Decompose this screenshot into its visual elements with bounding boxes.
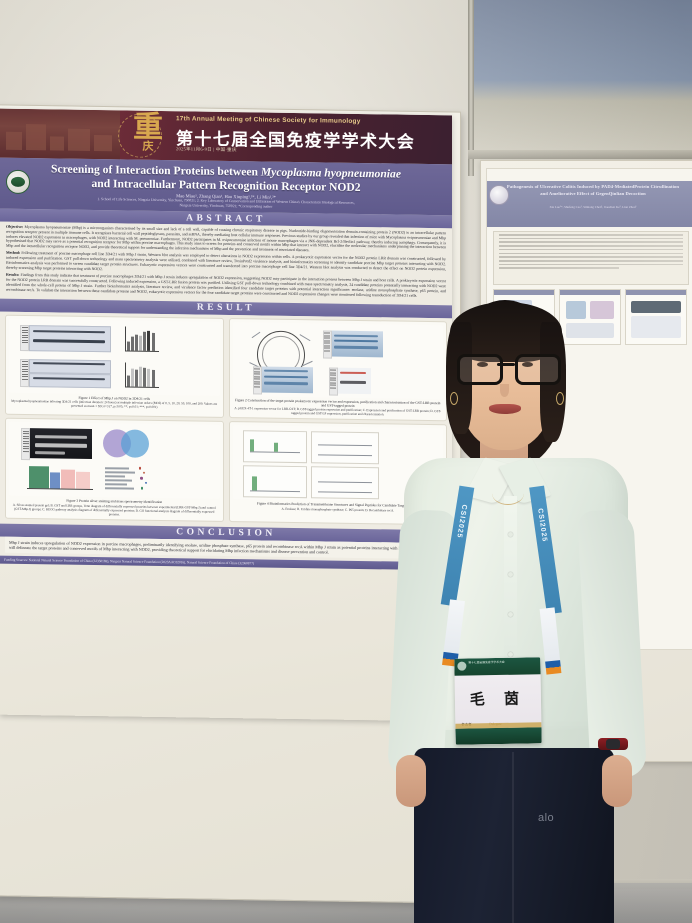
poster-right-figure bbox=[559, 289, 621, 345]
lanyard-text: CSI2025 bbox=[536, 507, 548, 543]
name-badge[interactable]: 第十七届全国免疫学学术大会 毛 茵 参会者 Delegate bbox=[454, 657, 542, 745]
banner-date-location: 2025年11月6-9日 | 中国·重庆 bbox=[176, 146, 237, 153]
figure-3-box: Figure 3 Protein silver staining and mas… bbox=[5, 418, 224, 522]
badge-header: 第十七届全国免疫学学术大会 bbox=[454, 657, 541, 676]
figure-1-image bbox=[9, 318, 220, 396]
pants-logo: alo bbox=[538, 812, 555, 824]
poster-right-title: Pathogenesis of Ulcerative Colitis Induc… bbox=[506, 184, 680, 196]
shirt-button bbox=[508, 652, 513, 657]
figure-row-top: Figure 1 Effect of Mhp.J on NOD2 in 3D4/… bbox=[5, 314, 447, 422]
kegg-dot-plot bbox=[9, 422, 220, 490]
banner-english-title: 17th Annual Meeting of Chinese Society f… bbox=[176, 115, 361, 125]
abstract-body: Objective: Mycoplasma hyopneumoniae (Mhp… bbox=[0, 221, 452, 306]
university-logo-icon bbox=[6, 169, 30, 195]
badge-footer bbox=[455, 727, 542, 745]
banner-cityscape-photo bbox=[0, 108, 120, 160]
person-presenter: alo CSI2025 CSI2025 第十七届全国免疫学学术大会 毛 茵 参会… bbox=[387, 300, 647, 923]
poster-right-authors: Xia Luo¹*, Shufeng Cao¹, Simiang Chen¹, … bbox=[549, 205, 637, 209]
nose bbox=[500, 384, 509, 397]
window-sill bbox=[468, 150, 692, 159]
shirt-button bbox=[508, 612, 513, 617]
figure-3-caption-body: A. Silver-stained protein gel; B. GST an… bbox=[12, 502, 216, 517]
badge-header-text: 第十七届全国免疫学学术大会 bbox=[468, 660, 505, 665]
shirt-button bbox=[508, 532, 513, 537]
figure-row-bottom: Figure 3 Protein silver staining and mas… bbox=[5, 418, 447, 526]
necklace-icon bbox=[492, 482, 524, 505]
results-body: Figure 1 Effect of Mhp.J on NOD2 in 3D4/… bbox=[0, 311, 452, 531]
wristwatch bbox=[598, 738, 628, 750]
figure-3-image bbox=[9, 422, 220, 500]
earring-right-icon bbox=[556, 392, 564, 405]
lens-right bbox=[515, 354, 561, 385]
lens-left bbox=[457, 354, 503, 385]
hand-left bbox=[396, 755, 426, 807]
lanyard-text: CSI2025 bbox=[455, 503, 468, 539]
earring-left-icon bbox=[450, 392, 458, 405]
glasses-bridge bbox=[497, 363, 515, 366]
eyeglasses-icon bbox=[456, 354, 561, 385]
shirt-button bbox=[508, 572, 513, 577]
poster-title-block: Screening of Interaction Proteins betwee… bbox=[0, 157, 452, 216]
university-seal-icon bbox=[489, 185, 509, 205]
hand-right bbox=[602, 755, 632, 807]
poster-right-abstract bbox=[493, 231, 689, 285]
lanyard-sponsor-logo-icon bbox=[545, 660, 562, 675]
poster-right-figure bbox=[625, 289, 687, 345]
conference-banner: 重 庆 17th Annual Meeting of Chinese Socie… bbox=[0, 108, 452, 165]
pants-seam bbox=[512, 752, 514, 923]
poster-right-header bbox=[487, 181, 692, 227]
badge-seal-icon bbox=[457, 661, 467, 671]
figure-1-box: Figure 1 Effect of Mhp.J on NOD2 in 3D4/… bbox=[5, 314, 224, 419]
abstract-results: Results: Findings from this study indica… bbox=[6, 272, 446, 298]
mouth bbox=[489, 404, 521, 414]
abstract-objective: Objective: Mycoplasma hyopneumoniae (Mhp… bbox=[6, 224, 446, 253]
window-panel bbox=[468, 0, 692, 171]
poster-main: 重 庆 17th Annual Meeting of Chinese Socie… bbox=[0, 108, 452, 722]
badge-name-text: 毛 茵 bbox=[469, 689, 527, 709]
figure-1-caption-body: Mycoplasma hyopneumoniae infecting 3D4/2… bbox=[11, 398, 218, 410]
poster-title: Screening of Interaction Proteins betwee… bbox=[51, 162, 401, 194]
window-mullion bbox=[468, 0, 474, 176]
host-city-character: 重 庆 bbox=[133, 109, 163, 153]
pants bbox=[414, 748, 614, 923]
